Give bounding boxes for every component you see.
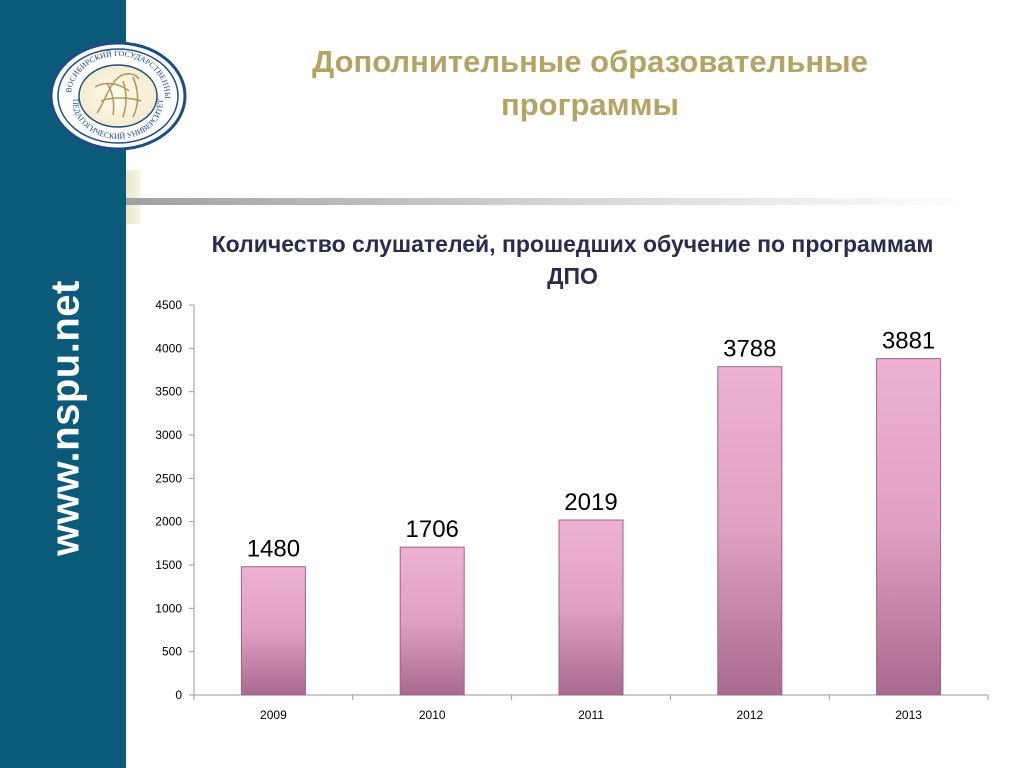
y-tick-label: 500 [162,645,182,659]
bars [240,358,942,696]
data-label-2010: 1706 [406,516,459,543]
y-axis: 0 500 1000 1500 2000 2500 3000 3500 4000 4500 [155,298,195,702]
university-logo: НОВОСИБИРСКИЙ ГОСУДАРСТВЕННЫЙ ПЕДАГОГИЧЕ… [49,41,187,151]
y-tick-label: 4000 [155,341,182,355]
data-label-2012: 3788 [723,336,776,363]
y-tick-label: 2500 [155,471,182,485]
monogram-icon [94,73,142,118]
y-tick-label: 3000 [155,428,182,442]
x-tick-label: 2009 [260,708,287,722]
data-label-2011: 2019 [564,489,617,516]
y-tick-label: 1000 [155,601,182,615]
bar-2011 [558,519,624,696]
chart-title: Количество слушателей, прошедших обучени… [211,231,934,289]
data-label-2009: 1480 [247,536,300,563]
y-tick-label: 1500 [155,558,182,572]
data-labels: 1480 1706 2019 3788 3881 [247,328,936,563]
bar-2010 [399,546,465,696]
y-tick-label: 3500 [155,385,182,399]
x-tick-label: 2011 [578,708,604,722]
y-tick-label: 2000 [155,515,182,529]
data-label-2013: 3881 [882,328,935,355]
y-tick-label: 0 [175,688,182,702]
x-tick-label: 2012 [736,708,763,722]
slide-title: Дополнительные образовательные программы [312,44,868,122]
bar-2012 [717,366,783,696]
divider-line [126,198,976,205]
x-tick-label: 2010 [419,708,446,722]
divider-accent [126,170,140,224]
y-tick-label: 4500 [155,298,182,312]
x-axis: 2009 2010 2011 2012 2013 [193,694,989,722]
bar-2013 [876,358,942,696]
x-tick-label: 2013 [895,708,922,722]
bar-2009 [240,566,306,696]
